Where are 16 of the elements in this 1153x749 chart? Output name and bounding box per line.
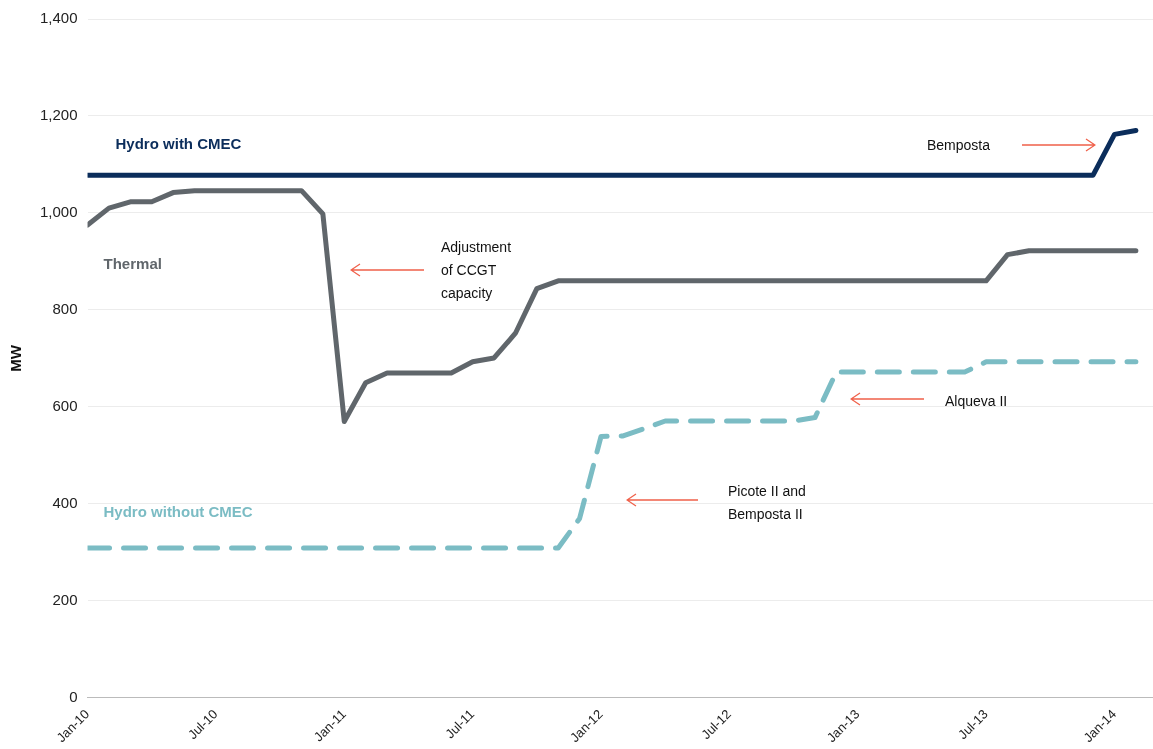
annotation: Adjustment of CCGT capacity [441, 238, 512, 303]
y-tick-label: 200 [52, 591, 78, 609]
y-tick-label: 400 [52, 494, 78, 512]
y-tick-label: 1,400 [39, 9, 78, 27]
text: Thermal [103, 255, 162, 273]
y-tick-label: 0 [69, 688, 78, 705]
y-tick-label: 1,200 [39, 106, 78, 124]
y-tick-label: 800 [52, 300, 78, 318]
y-tick-label: 1,000 [39, 203, 78, 221]
y-axis-title: MW [7, 344, 25, 372]
annotation: Picote II and Bemposta II [728, 482, 806, 524]
y-tick-label: 600 [52, 397, 78, 415]
annotation: Bemposta [927, 136, 991, 155]
series-label: Hydro with CMEC [115, 135, 242, 153]
annotation: Alqueva II [945, 392, 1008, 411]
series-label: Hydro without CMEC [103, 503, 253, 521]
